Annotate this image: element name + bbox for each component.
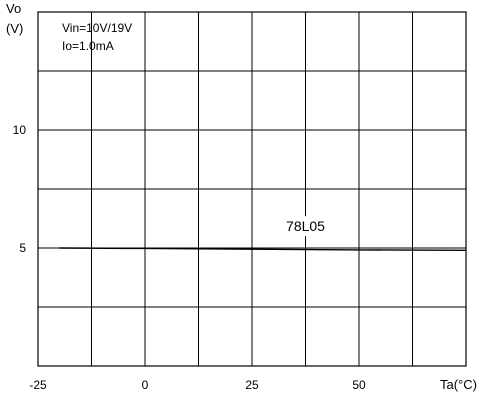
x-tick-label: 50: [352, 378, 366, 392]
y-axis-label-line2: (V): [6, 21, 23, 36]
labels: Vo (V) Ta(°C) Vin=10V/19V Io=1.0mA: [6, 1, 477, 392]
grid: [38, 12, 466, 366]
plot-frame: [37, 11, 467, 367]
x-tick-label: -25: [29, 378, 47, 392]
x-tick-label: 25: [245, 378, 259, 392]
tick-labels: -25 0 25 50 10 5: [13, 123, 366, 392]
y-tick-label: 5: [19, 241, 26, 255]
condition-vin: Vin=10V/19V: [62, 21, 132, 35]
y-tick-label: 10: [13, 123, 27, 137]
y-axis-label-line1: Vo: [6, 1, 21, 16]
series-label: 78L05: [286, 218, 325, 234]
series-labels: 78L05: [272, 216, 339, 237]
x-tick-label: 0: [142, 378, 149, 392]
series-label-background: [272, 216, 339, 237]
series-lines: [59, 247, 467, 252]
x-axis-label: Ta(°C): [440, 377, 477, 392]
condition-io: Io=1.0mA: [62, 39, 114, 53]
series-line: [59, 247, 467, 252]
